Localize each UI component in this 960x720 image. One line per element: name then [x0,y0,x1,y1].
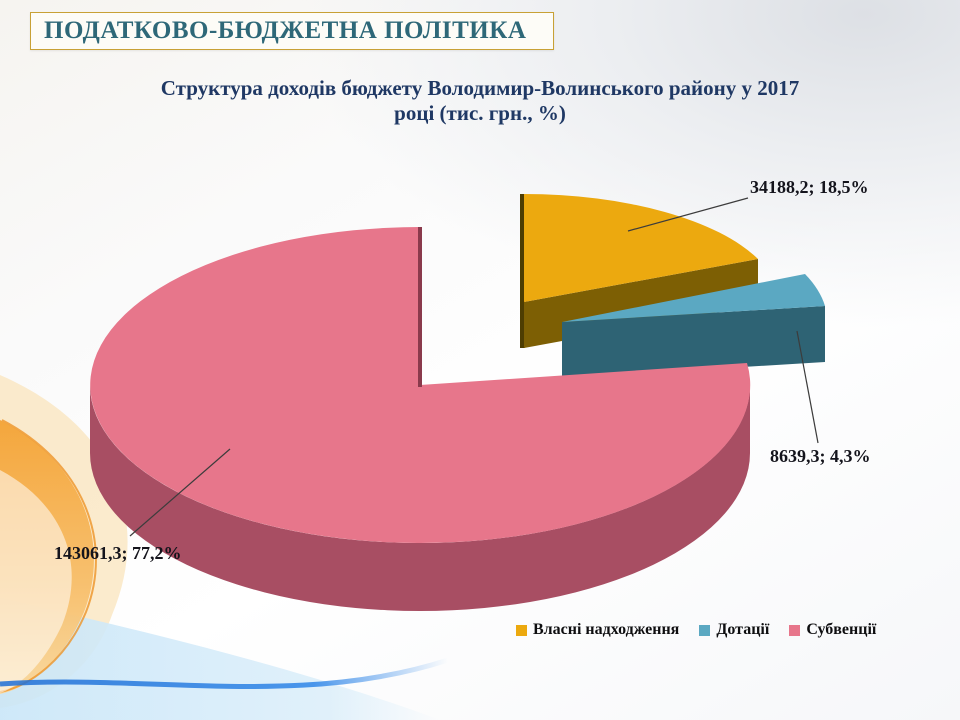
pie-slice-grants [562,274,825,378]
legend-item-subventions: Субвенції [789,621,876,639]
legend-label-subventions: Субвенції [806,621,877,638]
decor-orange-edge [0,419,97,693]
slide-header-title: ПОДАТКОВО-БЮДЖЕТНА ПОЛІТИКА [44,17,527,44]
legend-swatch-grants-icon [699,624,711,636]
pie-slice-own-revenues-left-edge [520,194,525,348]
chart-legend: Власні надходження Дотації Субвенції [516,621,876,639]
legend-item-own-revenues: Власні надходження [516,621,679,639]
pie-slice-subventions [90,227,751,611]
chart-title-line2: році (тис. грн., %) [394,101,566,125]
chart-title: Структура доходів бюджету Володимир-Воли… [0,76,960,126]
data-label-own-revenues: 34188,2; 18,5% [750,177,869,197]
chart-title-line1: Структура доходів бюджету Володимир-Воли… [160,76,800,100]
legend-label-own-revenues: Власні надходження [533,621,680,638]
legend-item-grants: Дотації [699,621,769,639]
leader-line-subventions [129,448,231,537]
pie-slice-own-revenues-top [524,193,758,302]
decor-white-swirl [0,470,72,693]
legend-swatch-subventions-icon [789,624,801,636]
pie-slice-grants-side [562,306,825,378]
pie-slice-grants-top [562,274,825,322]
pie-slice-subventions-rim [90,385,750,611]
legend-label-grants: Дотації [716,621,770,638]
pie-slice-subventions-notch-edge [418,227,422,387]
data-label-subventions: 143061,3; 77,2% [54,543,182,563]
leader-line-grants [796,330,819,444]
leader-line-own-revenues [627,197,749,232]
slide-header-banner: ПОДАТКОВО-БЮДЖЕТНА ПОЛІТИКА [30,12,554,50]
legend-swatch-own-revenues-icon [516,624,527,636]
data-label-grants: 8639,3; 4,3% [770,446,871,466]
decor-blue-wave-line [0,657,449,689]
decor-blue-wash [0,598,440,720]
